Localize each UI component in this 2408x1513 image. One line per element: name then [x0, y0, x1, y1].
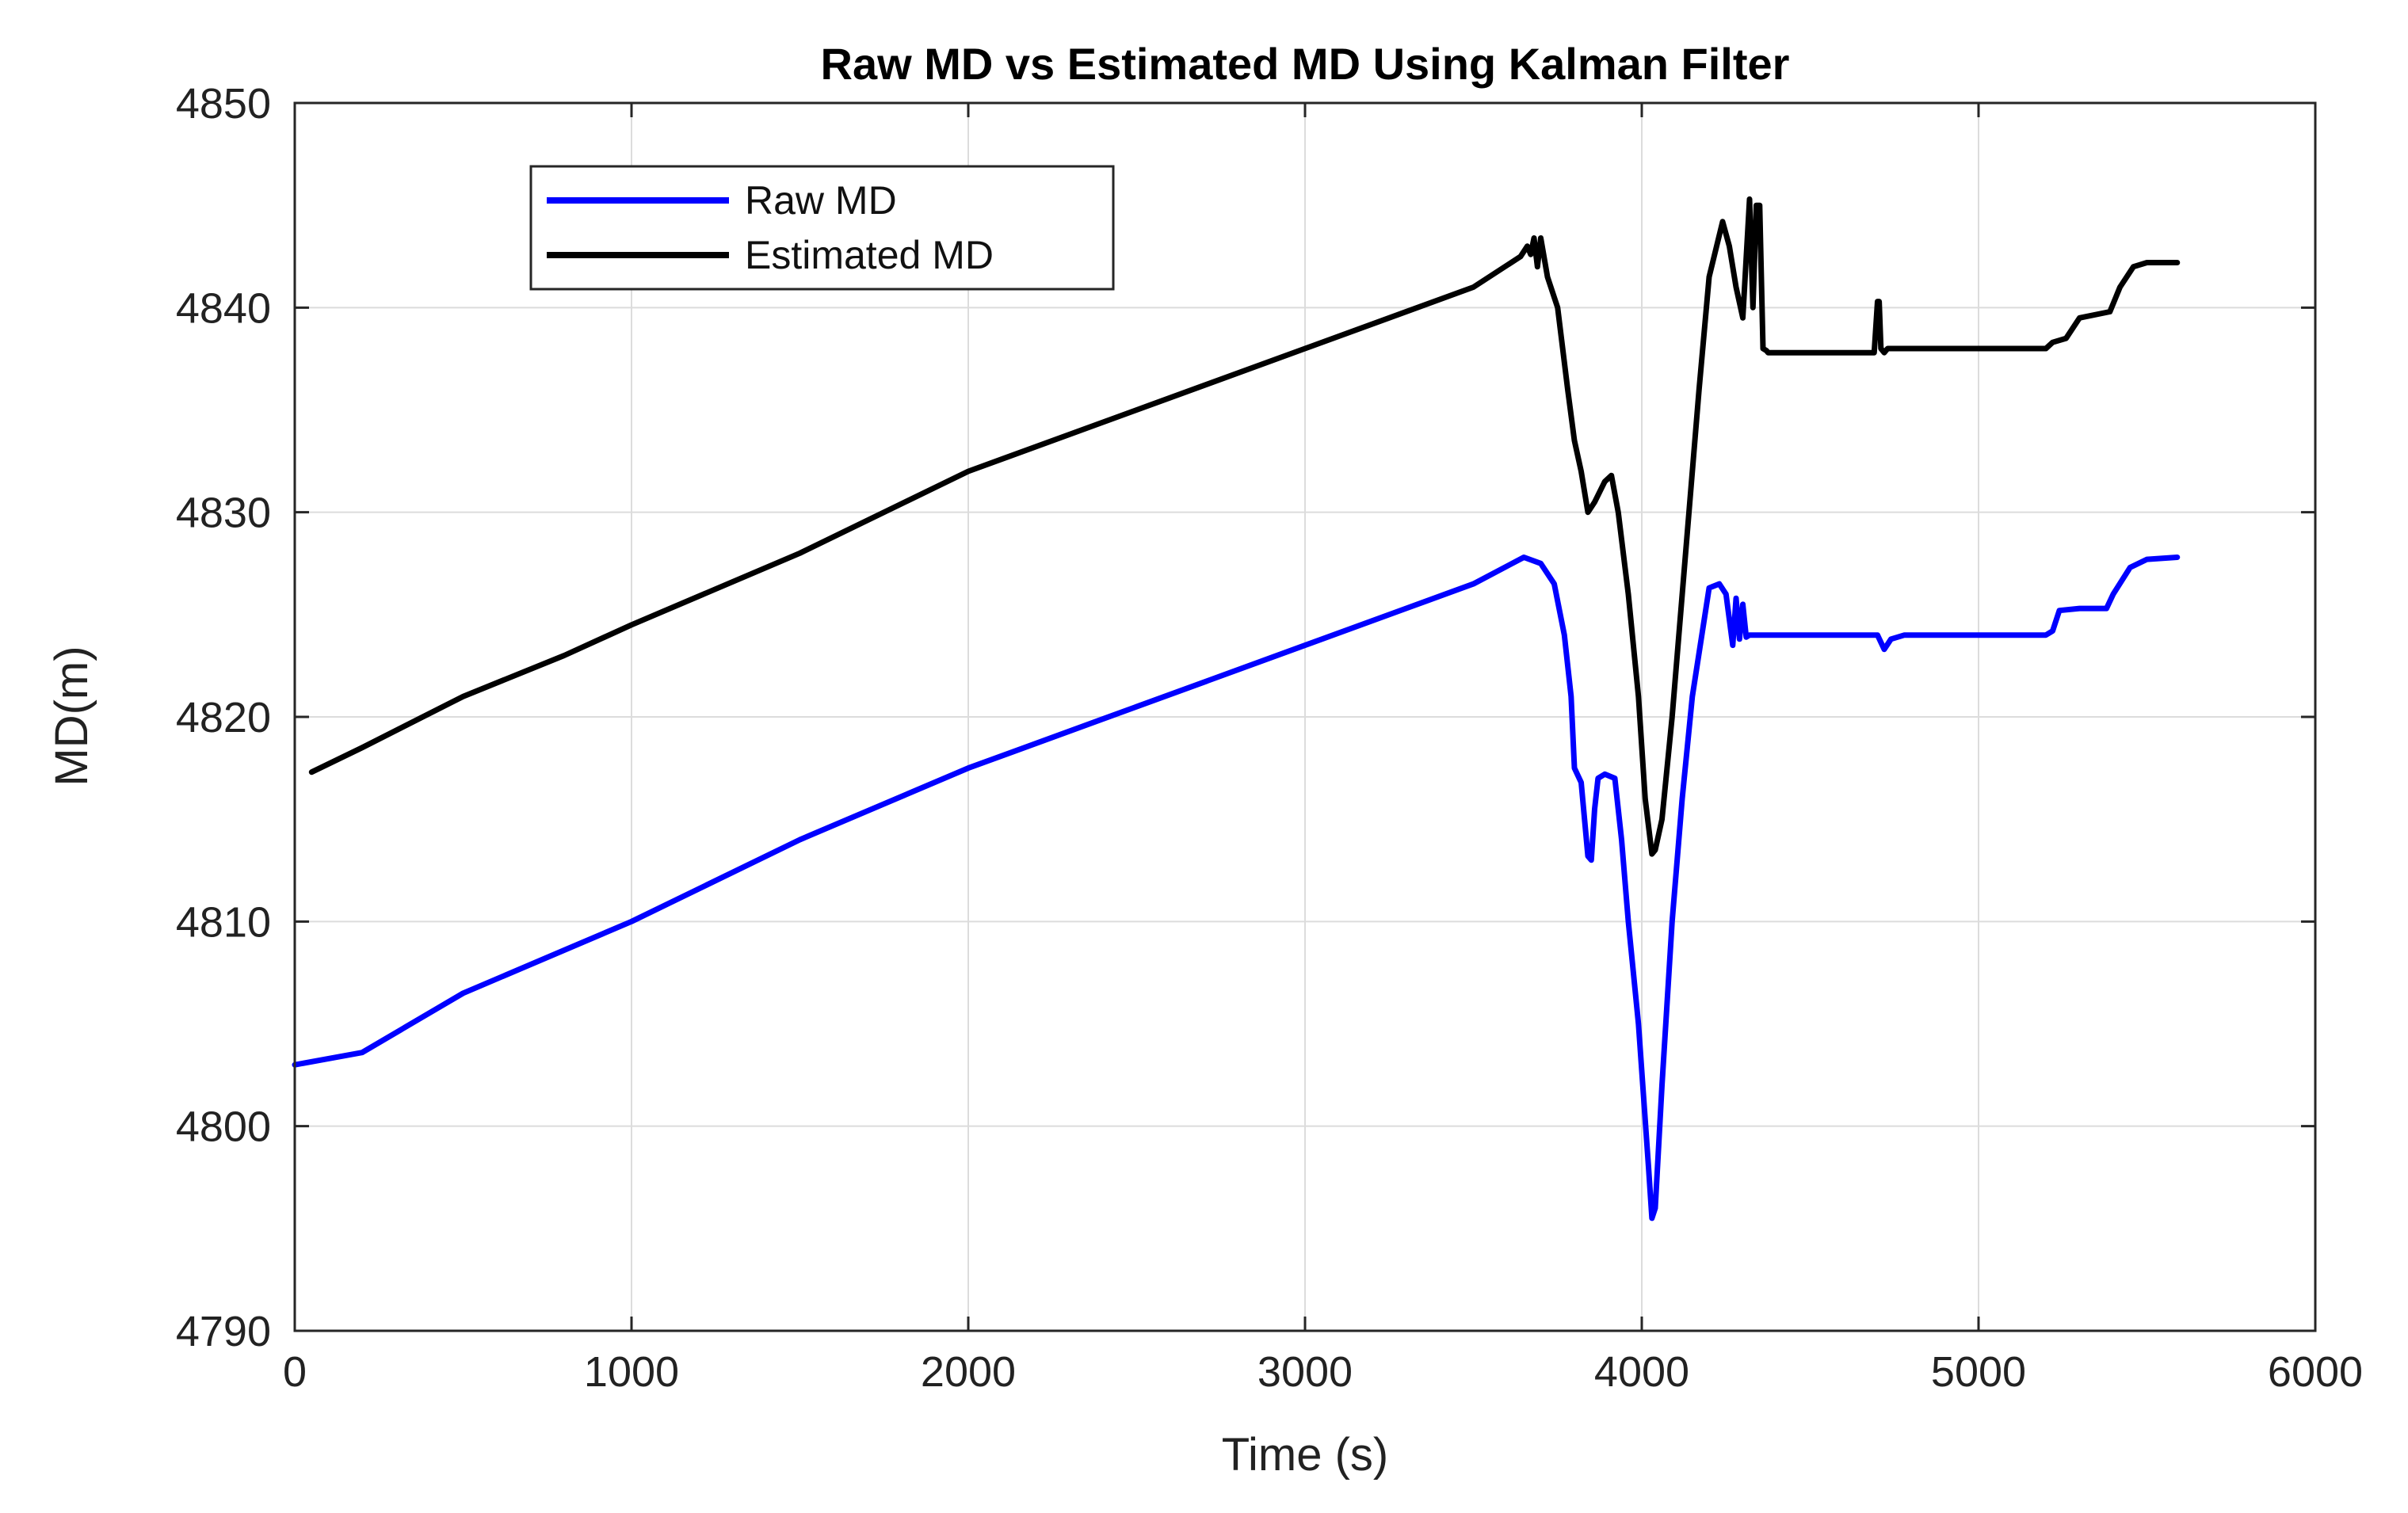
x-tick-label: 5000 — [1931, 1348, 2026, 1396]
y-tick-label: 4820 — [176, 694, 271, 741]
series-line-estimated-md — [308, 196, 2181, 857]
x-tick-label: 6000 — [2268, 1348, 2363, 1396]
x-axis-label: Time (s) — [1222, 1429, 1388, 1481]
y-tick-label: 4840 — [176, 284, 271, 332]
chart-title: Raw MD vs Estimated MD Using Kalman Filt… — [821, 39, 1790, 89]
y-axis-label: MD(m) — [46, 646, 97, 786]
x-tick-label: 0 — [283, 1348, 307, 1396]
legend-label-raw-md: Raw MD — [745, 178, 897, 223]
y-tick-label: 4850 — [176, 80, 271, 128]
x-tick-label: 4000 — [1594, 1348, 1689, 1396]
y-tick-label: 4830 — [176, 490, 271, 537]
x-tick-label: 2000 — [921, 1348, 1016, 1396]
series-line-raw-md — [292, 555, 2181, 1221]
y-tick-label: 4800 — [176, 1103, 271, 1151]
series-layer — [292, 196, 2181, 1221]
legend-box — [529, 165, 1115, 291]
legend: Raw MD Estimated MD — [529, 165, 1115, 291]
y-tick-label: 4790 — [176, 1308, 271, 1355]
x-tick-label: 3000 — [1257, 1348, 1353, 1396]
ticks: 0 1000 2000 3000 4000 5000 6000 4790 4800 4810 482… — [176, 80, 2363, 1396]
x-tick-label: 1000 — [584, 1348, 679, 1396]
legend-label-estimated-md: Estimated MD — [745, 233, 994, 277]
y-tick-label: 4810 — [176, 898, 271, 946]
